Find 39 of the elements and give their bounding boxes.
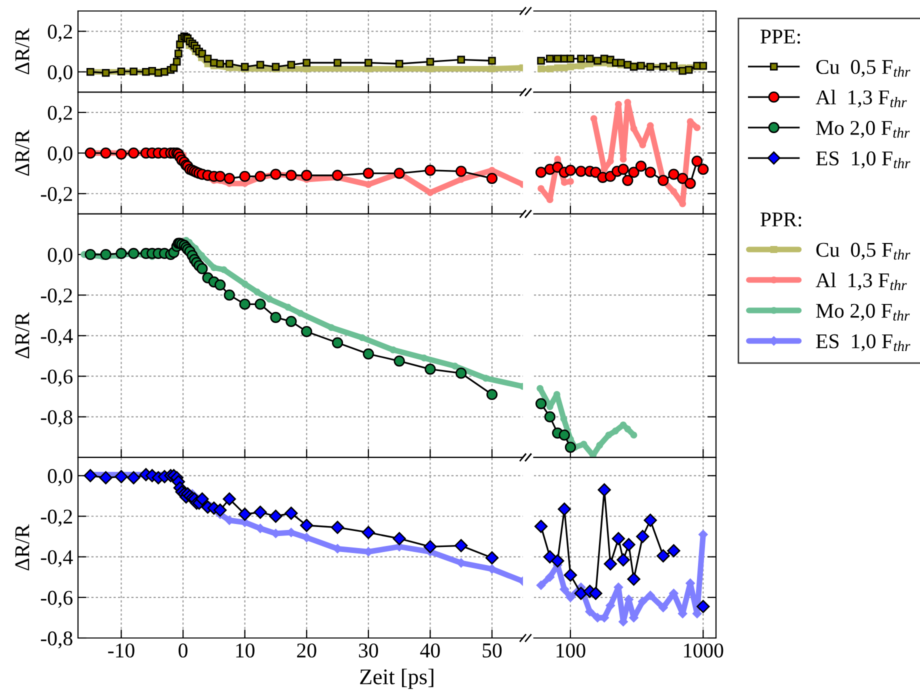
y-tick-label: 0,0 bbox=[48, 146, 72, 164]
x-tick-label: 1000 bbox=[684, 643, 724, 658]
x-tick-label: 40 bbox=[420, 643, 440, 658]
legend-label: Al 1,3 F$_{thr}$ bbox=[816, 272, 907, 290]
y-tick-label: -0,6 bbox=[40, 370, 73, 387]
legend-label: Mo 2,0 F$_{thr}$ bbox=[816, 120, 910, 138]
legend-label: ES 1,0 F$_{thr}$ bbox=[816, 334, 910, 352]
y-tick-label: -0,6 bbox=[40, 590, 73, 608]
x-tick-label: -10 bbox=[108, 643, 134, 658]
legend-label: ES 1,0 F$_{thr}$ bbox=[816, 151, 910, 168]
x-tick-label: 100 bbox=[556, 643, 586, 658]
text: PPE: bbox=[760, 30, 800, 44]
y-tick-label: 0,0 bbox=[48, 65, 72, 82]
y-tick-label: -0,8 bbox=[40, 410, 72, 428]
y-axis-title: ΔR/R bbox=[15, 130, 30, 176]
y-axis-title: ΔR/R bbox=[15, 524, 30, 570]
y-tick-label: -0,2 bbox=[40, 186, 72, 204]
y-tick-label: 0,2 bbox=[48, 106, 72, 123]
legend-label: Mo 2,0 F$_{thr}$ bbox=[816, 304, 910, 321]
legend-label: Cu 0,5 F$_{thr}$ bbox=[816, 60, 910, 77]
legend-label: Al 1,3 F$_{thr}$ bbox=[816, 90, 907, 108]
x-tick-label: 30 bbox=[358, 643, 378, 658]
y-axis-title: ΔR/R bbox=[15, 312, 30, 358]
y-tick-label: 0,2 bbox=[48, 24, 72, 42]
y-tick-label: -0,4 bbox=[40, 329, 73, 346]
y-tick-label: 0,0 bbox=[48, 248, 72, 265]
y-tick-label: -0,2 bbox=[40, 288, 72, 306]
y-tick-label: -0,8 bbox=[40, 631, 72, 648]
x-tick-label: 10 bbox=[236, 643, 254, 658]
y-tick-label: -0,2 bbox=[40, 510, 72, 527]
x-tick-label: 0 bbox=[178, 643, 188, 658]
legend-label: Cu 0,5 F$_{thr}$ bbox=[816, 242, 910, 260]
text: PPR: bbox=[760, 212, 802, 227]
y-tick-label: -0,4 bbox=[40, 550, 73, 568]
x-tick-label: 20 bbox=[297, 643, 316, 658]
x-axis-title: Zeit [ps] bbox=[360, 668, 434, 689]
x-tick-label: 50 bbox=[482, 643, 502, 658]
y-tick-label: 0,0 bbox=[48, 469, 72, 486]
y-axis-title: ΔR/R bbox=[15, 28, 30, 74]
